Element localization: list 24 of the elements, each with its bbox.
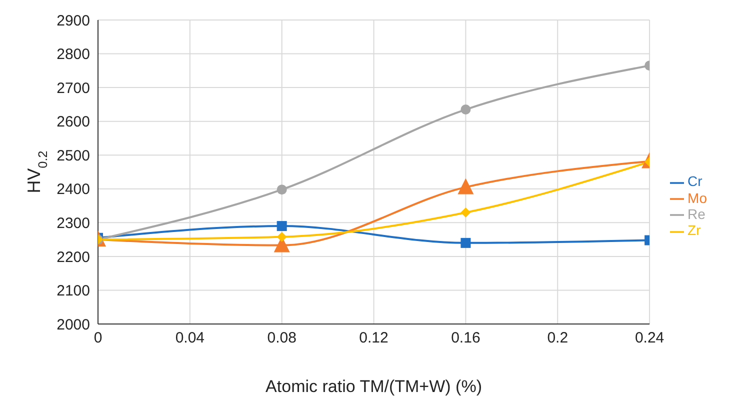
x-tick-label: 0.24: [634, 330, 664, 347]
y-tick-label: 2300: [56, 214, 90, 232]
point: [276, 232, 287, 242]
x-tick-label: 0.16: [451, 330, 480, 347]
x-tick-label: 0.04: [175, 330, 205, 347]
y-tick-label: 2500: [56, 147, 90, 164]
legend-label: Mo: [688, 190, 707, 206]
x-tick-label: 0.08: [267, 330, 296, 347]
y-tick-label: 2800: [56, 46, 90, 64]
legend-label: Zr: [688, 222, 701, 238]
x-axis-title: Atomic ratio TM/(TM+W) (%): [266, 377, 482, 396]
y-tick-label: 2000: [56, 316, 90, 334]
x-tick-label: 0.2: [547, 330, 568, 347]
legend-label: Re: [688, 206, 706, 222]
y-tick-label: 2700: [56, 80, 90, 97]
point: [460, 208, 471, 218]
y-tick-label: 2600: [56, 114, 90, 131]
x-tick-label: 0.12: [359, 330, 388, 347]
y-tick-label: 2900: [56, 12, 90, 30]
y-tick-label: 2400: [56, 181, 90, 198]
legend-label: Cr: [688, 173, 702, 190]
y-tick-label: 2200: [56, 248, 90, 266]
x-tick-label: 0: [94, 330, 102, 347]
y-tick-label: 2100: [56, 282, 90, 300]
